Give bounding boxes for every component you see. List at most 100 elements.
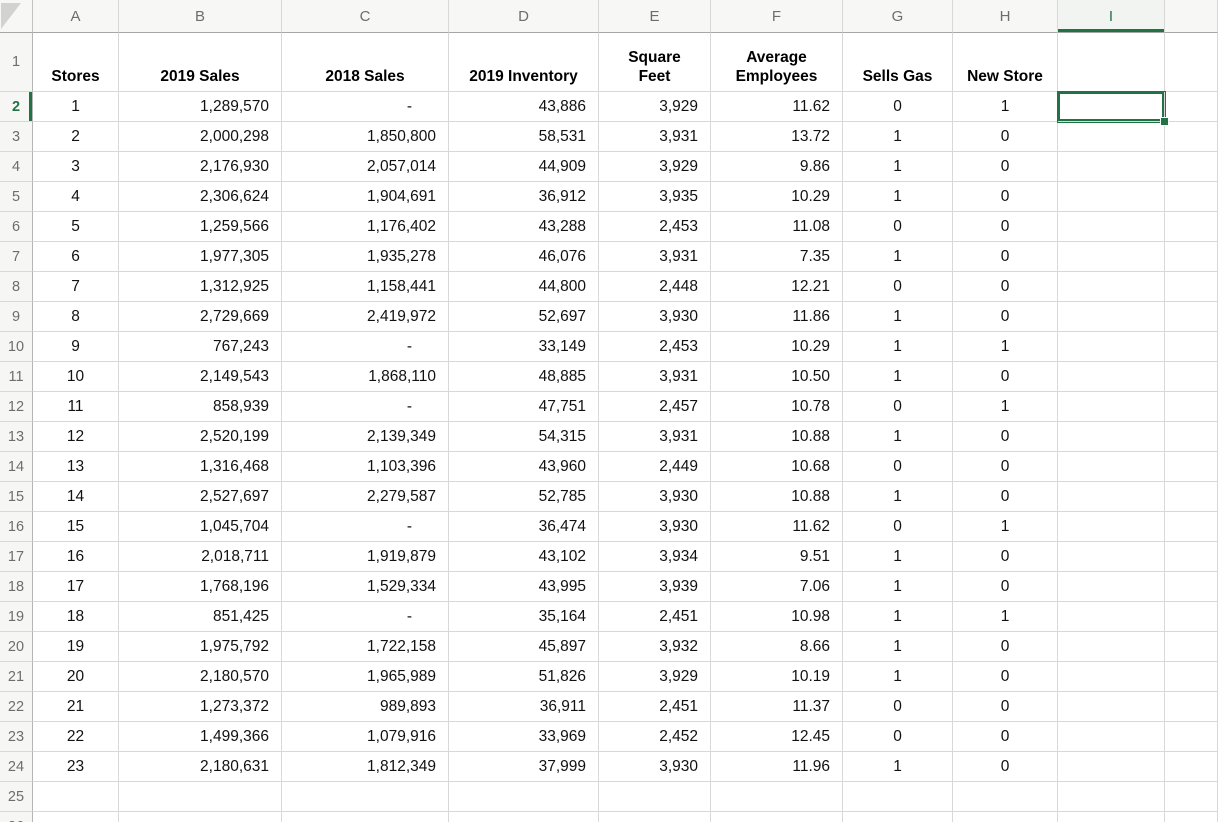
cell-F7[interactable]: 7.35 <box>711 242 843 272</box>
column-header-D[interactable]: D <box>449 0 599 33</box>
cell-H13[interactable]: 0 <box>953 422 1058 452</box>
cell-J14[interactable] <box>1165 452 1218 482</box>
cell-C2[interactable]: - <box>282 92 449 122</box>
cell-I12[interactable] <box>1058 392 1165 422</box>
cell-E23[interactable]: 2,452 <box>599 722 711 752</box>
cell-B1[interactable]: 2019 Sales <box>119 33 282 92</box>
cell-G6[interactable]: 0 <box>843 212 953 242</box>
cell-B3[interactable]: 2,000,298 <box>119 122 282 152</box>
cell-J1[interactable] <box>1165 33 1218 92</box>
cell-H19[interactable]: 1 <box>953 602 1058 632</box>
row-header-17[interactable]: 17 <box>0 542 33 572</box>
row-header-11[interactable]: 11 <box>0 362 33 392</box>
cell-E5[interactable]: 3,935 <box>599 182 711 212</box>
cell-J3[interactable] <box>1165 122 1218 152</box>
cell-F17[interactable]: 9.51 <box>711 542 843 572</box>
row-header-21[interactable]: 21 <box>0 662 33 692</box>
cell-C13[interactable]: 2,139,349 <box>282 422 449 452</box>
cell-A20[interactable]: 19 <box>33 632 119 662</box>
cell-B19[interactable]: 851,425 <box>119 602 282 632</box>
cell-C22[interactable]: 989,893 <box>282 692 449 722</box>
cell-C5[interactable]: 1,904,691 <box>282 182 449 212</box>
cell-G26[interactable] <box>843 812 953 822</box>
cell-D2[interactable]: 43,886 <box>449 92 599 122</box>
cell-E18[interactable]: 3,939 <box>599 572 711 602</box>
cell-I24[interactable] <box>1058 752 1165 782</box>
cell-D6[interactable]: 43,288 <box>449 212 599 242</box>
cell-A1[interactable]: Stores <box>33 33 119 92</box>
cell-B4[interactable]: 2,176,930 <box>119 152 282 182</box>
cell-E16[interactable]: 3,930 <box>599 512 711 542</box>
cell-B25[interactable] <box>119 782 282 812</box>
cell-F14[interactable]: 10.68 <box>711 452 843 482</box>
cell-J7[interactable] <box>1165 242 1218 272</box>
cell-J21[interactable] <box>1165 662 1218 692</box>
cell-J18[interactable] <box>1165 572 1218 602</box>
cell-G7[interactable]: 1 <box>843 242 953 272</box>
cell-I19[interactable] <box>1058 602 1165 632</box>
cell-E3[interactable]: 3,931 <box>599 122 711 152</box>
cell-I9[interactable] <box>1058 302 1165 332</box>
cell-J8[interactable] <box>1165 272 1218 302</box>
cell-C26[interactable] <box>282 812 449 822</box>
cell-H25[interactable] <box>953 782 1058 812</box>
cell-I10[interactable] <box>1058 332 1165 362</box>
cell-E19[interactable]: 2,451 <box>599 602 711 632</box>
cell-J22[interactable] <box>1165 692 1218 722</box>
cell-G18[interactable]: 1 <box>843 572 953 602</box>
cell-D13[interactable]: 54,315 <box>449 422 599 452</box>
cell-H21[interactable]: 0 <box>953 662 1058 692</box>
cell-F5[interactable]: 10.29 <box>711 182 843 212</box>
cell-G15[interactable]: 1 <box>843 482 953 512</box>
row-header-14[interactable]: 14 <box>0 452 33 482</box>
cell-B18[interactable]: 1,768,196 <box>119 572 282 602</box>
row-header-13[interactable]: 13 <box>0 422 33 452</box>
cell-A15[interactable]: 14 <box>33 482 119 512</box>
cell-C16[interactable]: - <box>282 512 449 542</box>
column-header-B[interactable]: B <box>119 0 282 33</box>
cell-E21[interactable]: 3,929 <box>599 662 711 692</box>
cell-H6[interactable]: 0 <box>953 212 1058 242</box>
cell-D5[interactable]: 36,912 <box>449 182 599 212</box>
column-header-C[interactable]: C <box>282 0 449 33</box>
cell-B21[interactable]: 2,180,570 <box>119 662 282 692</box>
cell-E20[interactable]: 3,932 <box>599 632 711 662</box>
cell-F12[interactable]: 10.78 <box>711 392 843 422</box>
cell-H16[interactable]: 1 <box>953 512 1058 542</box>
cell-I4[interactable] <box>1058 152 1165 182</box>
cell-J5[interactable] <box>1165 182 1218 212</box>
cell-F18[interactable]: 7.06 <box>711 572 843 602</box>
cell-A3[interactable]: 2 <box>33 122 119 152</box>
cell-J20[interactable] <box>1165 632 1218 662</box>
cell-H10[interactable]: 1 <box>953 332 1058 362</box>
cell-D8[interactable]: 44,800 <box>449 272 599 302</box>
cell-G4[interactable]: 1 <box>843 152 953 182</box>
cell-H24[interactable]: 0 <box>953 752 1058 782</box>
cell-C8[interactable]: 1,158,441 <box>282 272 449 302</box>
cell-A11[interactable]: 10 <box>33 362 119 392</box>
cell-H17[interactable]: 0 <box>953 542 1058 572</box>
fill-handle[interactable] <box>1160 117 1169 126</box>
cell-A17[interactable]: 16 <box>33 542 119 572</box>
row-header-8[interactable]: 8 <box>0 272 33 302</box>
cell-H20[interactable]: 0 <box>953 632 1058 662</box>
row-header-12[interactable]: 12 <box>0 392 33 422</box>
cell-F22[interactable]: 11.37 <box>711 692 843 722</box>
cell-G12[interactable]: 0 <box>843 392 953 422</box>
cell-C24[interactable]: 1,812,349 <box>282 752 449 782</box>
cell-F21[interactable]: 10.19 <box>711 662 843 692</box>
cell-F26[interactable] <box>711 812 843 822</box>
row-header-20[interactable]: 20 <box>0 632 33 662</box>
cell-J17[interactable] <box>1165 542 1218 572</box>
cell-H18[interactable]: 0 <box>953 572 1058 602</box>
cell-I20[interactable] <box>1058 632 1165 662</box>
cell-C17[interactable]: 1,919,879 <box>282 542 449 572</box>
cell-J11[interactable] <box>1165 362 1218 392</box>
cell-D9[interactable]: 52,697 <box>449 302 599 332</box>
row-header-19[interactable]: 19 <box>0 602 33 632</box>
cell-D21[interactable]: 51,826 <box>449 662 599 692</box>
cell-J26[interactable] <box>1165 812 1218 822</box>
cell-J12[interactable] <box>1165 392 1218 422</box>
cell-J25[interactable] <box>1165 782 1218 812</box>
cell-F10[interactable]: 10.29 <box>711 332 843 362</box>
